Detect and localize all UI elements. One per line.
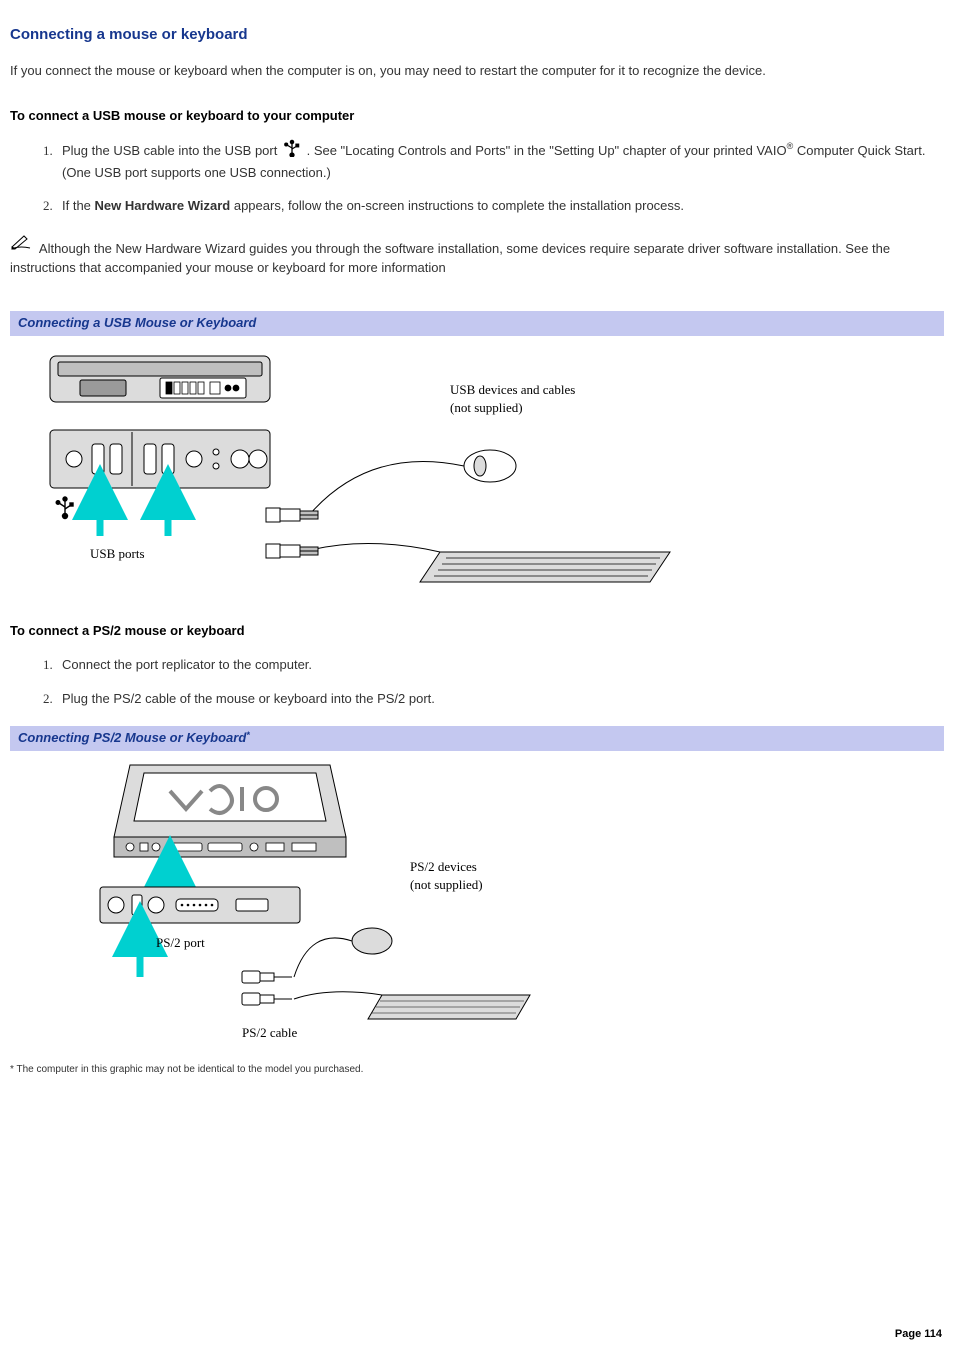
list-item: Connect the port replicator to the compu… <box>56 655 944 675</box>
ps2-steps-list: Connect the port replicator to the compu… <box>10 655 944 708</box>
footnote: * The computer in this graphic may not b… <box>10 1063 944 1078</box>
page-number: Page 114 <box>895 1327 942 1343</box>
diagram-label: PS/2 port <box>156 935 205 950</box>
figure2-diagram: PS/2 port PS/2 devices (not supplied) <box>10 751 944 1051</box>
figure2-title: Connecting PS/2 Mouse or Keyboard <box>18 730 246 745</box>
diagram-label: (not supplied) <box>450 400 523 415</box>
diagram-label: PS/2 devices <box>410 859 477 874</box>
list-item: If the New Hardware Wizard appears, foll… <box>56 196 944 216</box>
page-title: Connecting a mouse or keyboard <box>10 24 944 46</box>
usb-subheading: To connect a USB mouse or keyboard to yo… <box>10 107 944 126</box>
figure1-diagram: USB ports USB devices and cables (not su… <box>10 336 944 596</box>
note-text: Although the New Hardware Wizard guides … <box>10 241 890 275</box>
step-text: Connect the port replicator to the compu… <box>62 657 312 672</box>
step-text: Plug the PS/2 cable of the mouse or keyb… <box>62 691 435 706</box>
pencil-note-icon <box>10 234 32 256</box>
diagram-label: PS/2 cable <box>242 1025 297 1040</box>
usb-steps-list: Plug the USB cable into the USB port . S… <box>10 139 944 216</box>
diagram-label: (not supplied) <box>410 877 483 892</box>
note-paragraph: Although the New Hardware Wizard guides … <box>10 234 944 278</box>
list-item: Plug the USB cable into the USB port . S… <box>56 139 944 182</box>
step-text: appears, follow the on-screen instructio… <box>230 198 684 213</box>
step-text: . See "Locating Controls and Ports" in t… <box>307 143 787 158</box>
figure2-asterisk: * <box>246 730 250 740</box>
step-text: Plug the USB cable into the USB port <box>62 143 281 158</box>
figure2-caption-band: Connecting PS/2 Mouse or Keyboard* <box>10 726 944 751</box>
bold-term: New Hardware Wizard <box>95 198 231 213</box>
intro-paragraph: If you connect the mouse or keyboard whe… <box>10 62 944 81</box>
list-item: Plug the PS/2 cable of the mouse or keyb… <box>56 689 944 709</box>
diagram-label: USB devices and cables <box>450 382 575 397</box>
step-text: If the <box>62 198 95 213</box>
figure1-caption-band: Connecting a USB Mouse or Keyboard <box>10 311 944 336</box>
diagram-label: USB ports <box>90 546 145 561</box>
ps2-subheading: To connect a PS/2 mouse or keyboard <box>10 622 944 641</box>
usb-icon <box>283 139 301 163</box>
